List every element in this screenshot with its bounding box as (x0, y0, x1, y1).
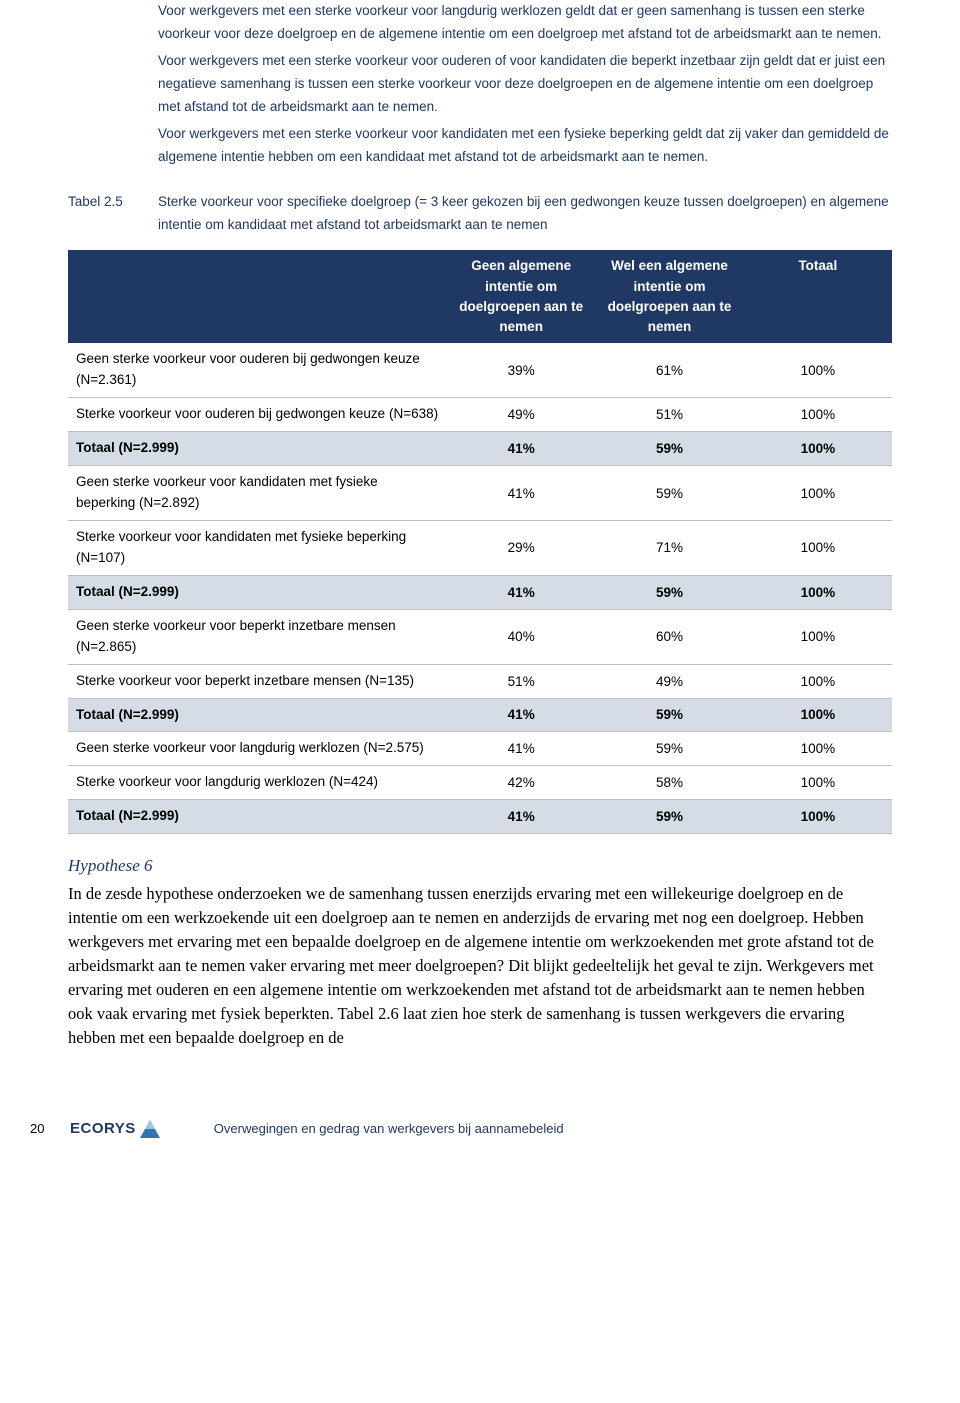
intro-p1: Voor werkgevers met een sterke voorkeur … (158, 0, 892, 46)
intro-p2: Voor werkgevers met een sterke voorkeur … (158, 50, 892, 119)
row-label: Geen sterke voorkeur voor kandidaten met… (68, 466, 447, 521)
table-header-blank (68, 250, 447, 343)
row-val-2: 49% (595, 664, 743, 698)
row-val-2: 61% (595, 343, 743, 397)
row-val-1: 29% (447, 520, 595, 575)
row-val-1: 41% (447, 432, 595, 466)
table-row: Totaal (N=2.999)41%59%100% (68, 575, 892, 609)
row-val-3: 100% (744, 732, 892, 766)
table-header-col3: Totaal (744, 250, 892, 343)
row-val-1: 51% (447, 664, 595, 698)
row-val-1: 41% (447, 732, 595, 766)
table-row: Totaal (N=2.999)41%59%100% (68, 800, 892, 834)
table-header-col2: Wel een algemene intentie om doelgroepen… (595, 250, 743, 343)
row-label: Sterke voorkeur voor kandidaten met fysi… (68, 520, 447, 575)
row-val-3: 100% (744, 432, 892, 466)
row-val-3: 100% (744, 609, 892, 664)
table-row: Geen sterke voorkeur voor beperkt inzetb… (68, 609, 892, 664)
row-label: Totaal (N=2.999) (68, 432, 447, 466)
row-val-1: 41% (447, 575, 595, 609)
page-footer: 20 ECORYS Overwegingen en gedrag van wer… (0, 1090, 960, 1158)
row-val-1: 41% (447, 466, 595, 521)
row-label: Geen sterke voorkeur voor ouderen bij ge… (68, 343, 447, 397)
row-val-3: 100% (744, 664, 892, 698)
table-row: Sterke voorkeur voor ouderen bij gedwong… (68, 398, 892, 432)
row-val-2: 59% (595, 432, 743, 466)
table-caption: Sterke voorkeur voor specifieke doelgroe… (158, 191, 892, 237)
row-label: Sterke voorkeur voor langdurig werklozen… (68, 766, 447, 800)
row-label: Geen sterke voorkeur voor langdurig werk… (68, 732, 447, 766)
row-val-3: 100% (744, 343, 892, 397)
logo-text: ECORYS (70, 1120, 136, 1137)
row-val-1: 40% (447, 609, 595, 664)
intro-p3: Voor werkgevers met een sterke voorkeur … (158, 123, 892, 169)
row-val-2: 59% (595, 800, 743, 834)
table-header-col1: Geen algemene intentie om doelgroepen aa… (447, 250, 595, 343)
row-val-3: 100% (744, 766, 892, 800)
table-row: Sterke voorkeur voor langdurig werklozen… (68, 766, 892, 800)
data-table: Geen algemene intentie om doelgroepen aa… (68, 250, 892, 834)
row-val-3: 100% (744, 466, 892, 521)
table-row: Geen sterke voorkeur voor langdurig werk… (68, 732, 892, 766)
row-val-2: 71% (595, 520, 743, 575)
hypothesis-heading: Hypothese 6 (68, 856, 892, 876)
row-label: Sterke voorkeur voor ouderen bij gedwong… (68, 398, 447, 432)
row-label: Totaal (N=2.999) (68, 575, 447, 609)
intro-paragraphs: Voor werkgevers met een sterke voorkeur … (158, 0, 892, 169)
row-val-3: 100% (744, 698, 892, 732)
table-row: Geen sterke voorkeur voor ouderen bij ge… (68, 343, 892, 397)
table-label: Tabel 2.5 (68, 191, 158, 237)
row-val-1: 42% (447, 766, 595, 800)
table-row: Sterke voorkeur voor kandidaten met fysi… (68, 520, 892, 575)
row-val-3: 100% (744, 520, 892, 575)
row-label: Totaal (N=2.999) (68, 800, 447, 834)
table-row: Geen sterke voorkeur voor kandidaten met… (68, 466, 892, 521)
row-val-1: 39% (447, 343, 595, 397)
row-val-3: 100% (744, 800, 892, 834)
table-row: Sterke voorkeur voor beperkt inzetbare m… (68, 664, 892, 698)
logo-triangle-icon (140, 1120, 160, 1138)
row-val-3: 100% (744, 575, 892, 609)
row-val-1: 41% (447, 698, 595, 732)
row-label: Totaal (N=2.999) (68, 698, 447, 732)
row-val-1: 49% (447, 398, 595, 432)
logo: ECORYS (70, 1120, 160, 1138)
row-val-3: 100% (744, 398, 892, 432)
table-row: Totaal (N=2.999)41%59%100% (68, 432, 892, 466)
row-val-2: 60% (595, 609, 743, 664)
row-label: Sterke voorkeur voor beperkt inzetbare m… (68, 664, 447, 698)
row-label: Geen sterke voorkeur voor beperkt inzetb… (68, 609, 447, 664)
row-val-2: 59% (595, 575, 743, 609)
hypothesis-body: In de zesde hypothese onderzoeken we de … (68, 882, 892, 1049)
table-row: Totaal (N=2.999)41%59%100% (68, 698, 892, 732)
row-val-1: 41% (447, 800, 595, 834)
row-val-2: 59% (595, 466, 743, 521)
page-number: 20 (30, 1121, 56, 1136)
row-val-2: 58% (595, 766, 743, 800)
row-val-2: 59% (595, 732, 743, 766)
footer-doc-title: Overwegingen en gedrag van werkgevers bi… (214, 1121, 564, 1136)
row-val-2: 51% (595, 398, 743, 432)
row-val-2: 59% (595, 698, 743, 732)
